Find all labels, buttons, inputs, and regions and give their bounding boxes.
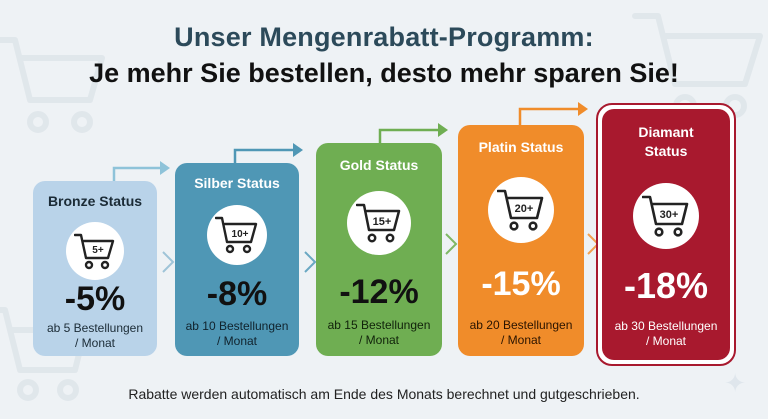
tier-description-line1: ab 10 Bestellungen bbox=[185, 319, 289, 333]
tier-badge: 20+ bbox=[488, 177, 554, 243]
tier-badge-text: 30+ bbox=[660, 209, 679, 221]
page-title: Unser Mengenrabatt-Programm: bbox=[174, 22, 594, 52]
tier-badge-text: 20+ bbox=[515, 203, 534, 215]
step-arrow-icon bbox=[112, 161, 170, 186]
tier-card-gold: Gold Status 15+ -12% ab 15 Bestellungen … bbox=[316, 143, 442, 356]
tier-description-line2: / Monat bbox=[74, 336, 116, 350]
tier-description: ab 15 Bestellungen / Monat bbox=[316, 318, 442, 348]
cart-icon: 10+ bbox=[215, 216, 258, 254]
tier-status-label: Bronze Status bbox=[47, 193, 143, 209]
tier-description-line1: ab 30 Bestellungen bbox=[614, 319, 718, 333]
tier-description-line1: ab 15 Bestellungen bbox=[327, 318, 431, 332]
tier-discount: -15% bbox=[481, 265, 561, 303]
tier-description-line2: / Monat bbox=[216, 334, 258, 348]
chevron-right-icon bbox=[162, 251, 175, 273]
background-cart-icon bbox=[0, 37, 105, 133]
tier-discount: -18% bbox=[623, 265, 709, 306]
tier-card-diamant: Diamant Status 30+ -18% ab 30 Bestellung… bbox=[596, 103, 736, 366]
cart-icon: 15+ bbox=[356, 203, 401, 243]
tier-discount: -12% bbox=[339, 273, 419, 311]
tier-description-line2: / Monat bbox=[645, 334, 687, 348]
tier-badge-text: 15+ bbox=[373, 216, 392, 228]
chevron-right-icon bbox=[445, 233, 458, 255]
step-arrow-icon bbox=[518, 102, 588, 128]
cart-icon: 20+ bbox=[497, 189, 544, 231]
tier-badge: 15+ bbox=[347, 191, 411, 255]
tier-description: ab 10 Bestellungen / Monat bbox=[175, 319, 299, 349]
tier-badge-text: 5+ bbox=[92, 245, 104, 256]
cart-icon: 5+ bbox=[74, 233, 115, 270]
page-subtitle: Je mehr Sie bestellen, desto mehr sparen… bbox=[89, 58, 679, 88]
tier-discount: -5% bbox=[64, 280, 126, 318]
tier-badge: 30+ bbox=[633, 183, 699, 249]
tier-card-platin: Platin Status 20+ -15% ab 20 Bestellunge… bbox=[458, 125, 584, 356]
tier-description: ab 30 Bestellungen / Monat bbox=[602, 319, 730, 349]
footer-note: Rabatte werden automatisch am Ende des M… bbox=[128, 386, 640, 402]
tier-badge-text: 10+ bbox=[232, 229, 249, 240]
tier-description-line2: / Monat bbox=[358, 333, 400, 347]
tier-status-label: Status bbox=[644, 143, 688, 159]
tier-description-line2: / Monat bbox=[500, 333, 542, 347]
tier-card-bronze: Bronze Status 5+ -5% ab 5 Bestellungen /… bbox=[33, 181, 157, 356]
tier-description-line1: ab 20 Bestellungen bbox=[469, 318, 573, 332]
tier-status-label: Diamant bbox=[638, 124, 694, 140]
cart-icon: 30+ bbox=[642, 195, 689, 237]
sparkle-icon: ✦ bbox=[724, 368, 746, 398]
tier-discount: -8% bbox=[206, 275, 268, 313]
tier-status-label: Gold Status bbox=[339, 157, 419, 173]
tier-status-label: Platin Status bbox=[478, 139, 564, 155]
chevron-right-icon bbox=[304, 251, 317, 273]
tier-description-line1: ab 5 Bestellungen bbox=[46, 321, 144, 335]
tier-card-silber: Silber Status 10+ -8% ab 10 Bestellungen… bbox=[175, 163, 299, 356]
tier-description: ab 5 Bestellungen / Monat bbox=[33, 321, 157, 351]
tier-badge: 5+ bbox=[66, 222, 124, 280]
step-arrow-icon bbox=[233, 143, 303, 168]
tier-status-label: Silber Status bbox=[194, 175, 280, 191]
tier-description: ab 20 Bestellungen / Monat bbox=[458, 318, 584, 348]
tier-badge: 10+ bbox=[207, 205, 267, 265]
